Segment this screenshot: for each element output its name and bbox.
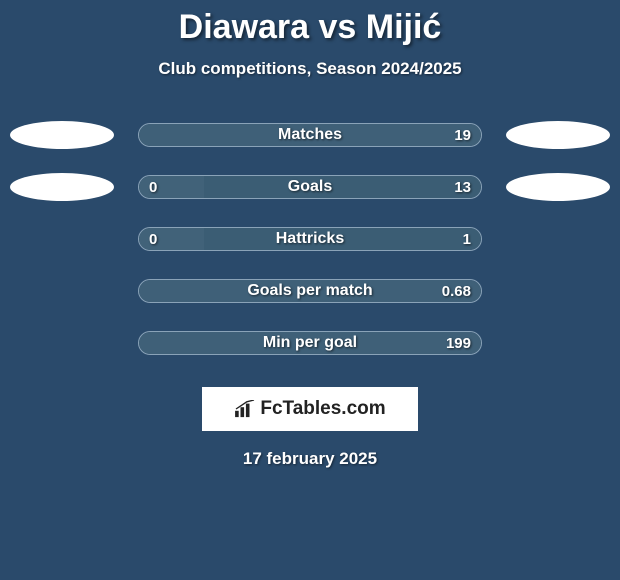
snapshot-date: 17 february 2025 — [243, 449, 377, 469]
player-left-marker — [10, 173, 114, 201]
logo-text: FcTables.com — [260, 398, 385, 420]
chart-icon — [234, 400, 256, 418]
stat-value-right: 13 — [454, 176, 471, 198]
player-left-marker — [10, 121, 114, 149]
stat-bar: Goals per match0.68 — [138, 279, 482, 303]
stat-bar: Min per goal199 — [138, 331, 482, 355]
stat-value-right: 1 — [463, 228, 471, 250]
stat-bar: Matches19 — [138, 123, 482, 147]
stat-bar: Goals0 13 — [138, 175, 482, 199]
stat-label: Hattricks — [139, 228, 481, 250]
stat-label: Matches — [139, 124, 481, 146]
stat-label: Min per goal — [139, 332, 481, 354]
comparison-title: Diawara vs Mijić — [179, 8, 442, 47]
stat-value-right: 19 — [454, 124, 471, 146]
player-right-marker — [506, 173, 610, 201]
stat-row: Matches19 — [10, 121, 610, 149]
stat-value-right: 199 — [446, 332, 471, 354]
stat-value-right: 0.68 — [442, 280, 471, 302]
spacer — [506, 329, 610, 357]
spacer — [10, 225, 114, 253]
stat-row: Goals per match0.68 — [10, 277, 610, 305]
stat-row: Min per goal199 — [10, 329, 610, 357]
spacer — [506, 277, 610, 305]
logo-box: FcTables.com — [202, 387, 418, 431]
stat-row: Hattricks0 1 — [10, 225, 610, 253]
stat-label: Goals — [139, 176, 481, 198]
stat-bar: Hattricks0 1 — [138, 227, 482, 251]
spacer — [10, 329, 114, 357]
stat-value-left: 0 — [149, 176, 157, 198]
logo: FcTables.com — [234, 398, 385, 420]
comparison-subtitle: Club competitions, Season 2024/2025 — [158, 59, 461, 79]
stat-value-left: 0 — [149, 228, 157, 250]
spacer — [506, 225, 610, 253]
spacer — [10, 277, 114, 305]
stat-label: Goals per match — [139, 280, 481, 302]
stat-row: Goals0 13 — [10, 173, 610, 201]
stats-block: Matches19Goals013Hattricks01Goals per ma… — [10, 121, 610, 381]
player-right-marker — [506, 121, 610, 149]
